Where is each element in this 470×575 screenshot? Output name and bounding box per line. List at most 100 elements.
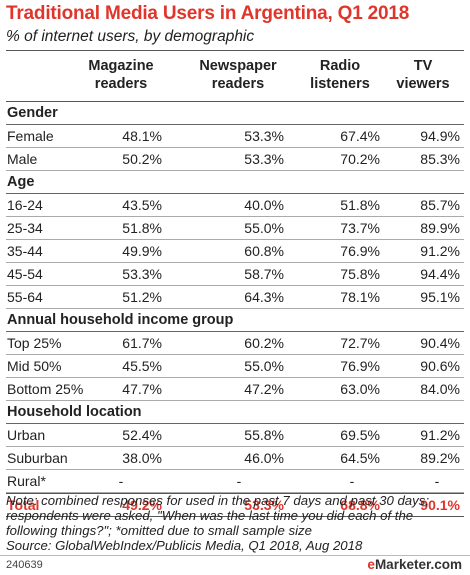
table-cell: 53.3%	[122, 266, 162, 282]
chart-subtitle: % of internet users, by demographic	[6, 28, 255, 45]
table-cell: 49.9%	[122, 243, 162, 259]
row-label: Urban	[7, 427, 46, 443]
table-cell: 68.8%	[340, 497, 380, 513]
table-cell: 64.5%	[340, 450, 380, 466]
section-label: Age	[7, 174, 35, 190]
column-header: Radio listeners	[310, 58, 370, 92]
row-label: Female	[7, 128, 54, 144]
table-cell: 38.0%	[122, 450, 162, 466]
column-header: Newspaper readers	[199, 58, 277, 92]
section-header-row: Gender	[6, 102, 464, 125]
table-cell: 61.7%	[122, 335, 162, 351]
table-cell: 63.0%	[340, 381, 380, 397]
table-cell: 78.1%	[340, 289, 380, 305]
table-row: 45-54 53.3% 58.7% 75.8% 94.4%	[6, 263, 464, 286]
table-cell: 64.3%	[244, 289, 284, 305]
table-cell: 94.4%	[420, 266, 460, 282]
table-header: Magazine readers Newspaper readers Radio…	[6, 50, 464, 102]
table-cell: 51.8%	[340, 197, 380, 213]
chart-title: Traditional Media Users in Argentina, Q1…	[6, 3, 410, 24]
table-cell: 55.0%	[244, 358, 284, 374]
table-cell: 72.7%	[340, 335, 380, 351]
source-text: Source: GlobalWebIndex/Publicis Media, Q…	[6, 538, 363, 553]
table-row: 55-64 51.2% 64.3% 78.1% 95.1%	[6, 286, 464, 309]
table-cell: 51.2%	[122, 289, 162, 305]
table-cell: -	[349, 473, 355, 489]
table-cell: 50.2%	[122, 151, 162, 167]
table-row: Urban 52.4% 55.8% 69.5% 91.2%	[6, 424, 464, 447]
table-cell: 70.2%	[340, 151, 380, 167]
table-row: Suburban 38.0% 46.0% 64.5% 89.2%	[6, 447, 464, 470]
row-label: Top 25%	[7, 335, 62, 351]
section-label: Gender	[7, 105, 58, 121]
table-cell: 76.9%	[340, 243, 380, 259]
table-cell: 46.0%	[244, 450, 284, 466]
row-label: 25-34	[7, 220, 43, 236]
table-cell: 94.9%	[420, 128, 460, 144]
section-header-row: Annual household income group	[6, 309, 464, 332]
table-cell: 91.2%	[420, 243, 460, 259]
table-cell: 90.1%	[420, 497, 460, 513]
table-row: Top 25% 61.7% 60.2% 72.7% 90.4%	[6, 332, 464, 355]
table-row: 35-44 49.9% 60.8% 76.9% 91.2%	[6, 240, 464, 263]
table-row: Male 50.2% 53.3% 70.2% 85.3%	[6, 148, 464, 171]
table-cell: 84.0%	[420, 381, 460, 397]
row-label: Mid 50%	[7, 358, 62, 374]
table-cell: 53.3%	[244, 497, 284, 513]
table-cell: 91.2%	[420, 427, 460, 443]
table-row: Rural* - - - -	[6, 470, 464, 493]
row-label: Rural*	[7, 473, 46, 489]
table-cell: 49.2%	[122, 497, 162, 513]
total-row: Total 49.2% 53.3% 68.8% 90.1%	[6, 493, 464, 517]
footer: 240639 eMarketer.com	[0, 555, 470, 575]
row-label: Suburban	[7, 450, 68, 466]
table-cell: 85.7%	[420, 197, 460, 213]
row-label: Bottom 25%	[7, 381, 84, 397]
table-cell: -	[434, 473, 440, 489]
row-label: 45-54	[7, 266, 43, 282]
table-cell: 67.4%	[340, 128, 380, 144]
table-cell: 55.8%	[244, 427, 284, 443]
table-row: Mid 50% 45.5% 55.0% 76.9% 90.6%	[6, 355, 464, 378]
note-text: Note: combined responses for used in the…	[6, 493, 429, 538]
footnote: Note: combined responses for used in the…	[6, 493, 466, 553]
table-body: Gender Female 48.1% 53.3% 67.4% 94.9% Male 50.2…	[6, 102, 464, 517]
table-cell: 40.0%	[244, 197, 284, 213]
table-cell: 89.9%	[420, 220, 460, 236]
table-cell: 55.0%	[244, 220, 284, 236]
row-label: 35-44	[7, 243, 43, 259]
table-cell: 60.8%	[244, 243, 284, 259]
row-label: 16-24	[7, 197, 43, 213]
table-cell: 73.7%	[340, 220, 380, 236]
table-cell: 69.5%	[340, 427, 380, 443]
table-cell: 75.8%	[340, 266, 380, 282]
table-cell: 51.8%	[122, 220, 162, 236]
section-header-row: Age	[6, 171, 464, 194]
section-label: Household location	[7, 404, 142, 420]
chart-id: 240639	[6, 559, 43, 571]
section-label: Annual household income group	[7, 312, 234, 328]
table-cell: 45.5%	[122, 358, 162, 374]
table-cell: -	[236, 473, 242, 489]
table-cell: 85.3%	[420, 151, 460, 167]
table-cell: 47.7%	[122, 381, 162, 397]
section-header-row: Household location	[6, 401, 464, 424]
table-row: Female 48.1% 53.3% 67.4% 94.9%	[6, 125, 464, 148]
row-label: Total	[7, 497, 40, 513]
column-header: TV viewers	[396, 58, 450, 92]
data-table: Magazine readers Newspaper readers Radio…	[6, 50, 464, 517]
brand-logo: eMarketer.com	[367, 557, 462, 572]
table-cell: 43.5%	[122, 197, 162, 213]
table-cell: 89.2%	[420, 450, 460, 466]
row-label: Male	[7, 151, 38, 167]
table-row: Bottom 25% 47.7% 47.2% 63.0% 84.0%	[6, 378, 464, 401]
table-cell: 53.3%	[244, 128, 284, 144]
table-row: 16-24 43.5% 40.0% 51.8% 85.7%	[6, 194, 464, 217]
table-cell: 76.9%	[340, 358, 380, 374]
table-cell: 58.7%	[244, 266, 284, 282]
table-row: 25-34 51.8% 55.0% 73.7% 89.9%	[6, 217, 464, 240]
table-cell: 90.6%	[420, 358, 460, 374]
table-cell: 95.1%	[420, 289, 460, 305]
table-cell: 47.2%	[244, 381, 284, 397]
table-cell: 90.4%	[420, 335, 460, 351]
